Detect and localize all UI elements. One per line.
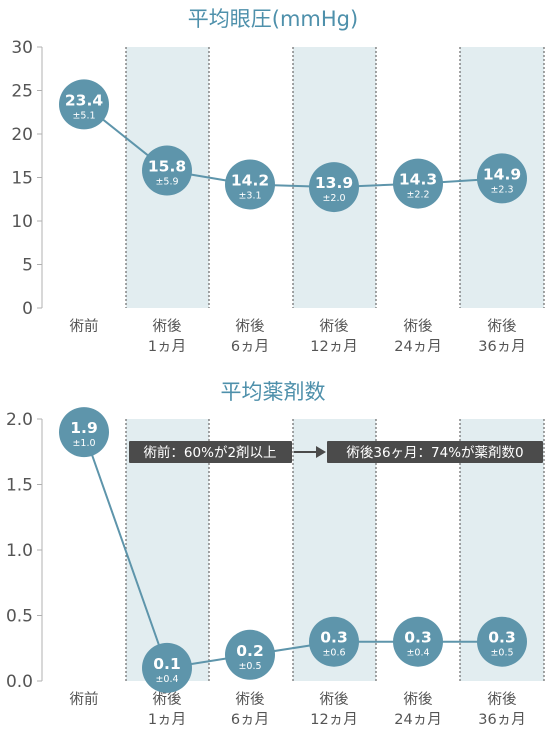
data-label: 0.3	[320, 629, 347, 647]
data-point-marker	[142, 642, 192, 693]
data-label: 14.9	[483, 165, 521, 183]
y-ticks: 0 5 10 15 20 25 30	[11, 38, 42, 319]
x-tick-label: 術後	[320, 318, 349, 335]
data-point-marker	[393, 616, 443, 667]
x-tick-label: 術前	[70, 691, 99, 708]
x-tick-label: 術後	[404, 318, 433, 335]
data-point: 0.3±0.6	[309, 616, 359, 667]
data-label: 14.3	[399, 171, 437, 189]
y-tick-label: 5	[22, 256, 33, 276]
x-tick-label: 6ヵ月	[231, 339, 269, 355]
x-tick-label: 12ヵ月	[310, 339, 357, 355]
data-point-marker	[225, 159, 275, 210]
data-point: 14.3±2.2	[393, 158, 443, 209]
data-label: 1.9	[70, 419, 97, 437]
sd-label: ±1.0	[72, 438, 95, 449]
y-tick-label: 25	[11, 82, 33, 102]
annotation-from-box	[129, 441, 292, 463]
data-points: 1.9±1.00.1±0.40.2±0.50.3±0.60.3±0.40.3±0…	[59, 407, 527, 693]
chart-title: 平均眼圧(mmHg)	[188, 7, 358, 31]
sd-label: ±0.5	[490, 648, 513, 659]
data-point-marker	[142, 145, 192, 196]
x-tick-label: 36ヵ月	[478, 339, 525, 355]
data-point: 0.3±0.5	[477, 616, 527, 667]
x-tick-label: 6ヵ月	[231, 712, 269, 728]
y-tick-label: 0	[22, 299, 33, 319]
data-label: 15.8	[148, 158, 186, 176]
y-tick-label: 15	[11, 169, 33, 189]
annotation-from-text: 術前：60%が2剤以上	[143, 444, 276, 461]
data-label: 14.2	[231, 171, 269, 189]
data-point: 23.4±5.1	[59, 79, 109, 130]
data-point-marker	[309, 162, 359, 213]
chart-title: 平均薬剤数	[221, 380, 326, 404]
sd-label: ±2.3	[490, 184, 513, 195]
data-point-marker	[477, 616, 527, 667]
data-point: 0.3±0.4	[393, 616, 443, 667]
x-ticks: 術前 術後 1ヵ月 術後 6ヵ月 術後 12ヵ月 術後 24ヵ月 術後 36ヵ月	[70, 318, 526, 355]
x-tick-label: 12ヵ月	[310, 712, 357, 728]
annotation-arrow	[294, 446, 326, 458]
y-tick-label: 10	[11, 212, 33, 232]
x-ticks: 術前 術後 1ヵ月 術後 6ヵ月 術後 12ヵ月 術後 24ヵ月 術後 36ヵ月	[70, 691, 526, 728]
sd-label: ±0.6	[322, 648, 345, 659]
y-tick-label: 1.5	[6, 476, 33, 496]
data-point-marker	[225, 629, 275, 680]
x-tick-label: 術後	[488, 691, 517, 708]
data-point: 0.2±0.5	[225, 629, 275, 680]
sd-label: ±0.5	[238, 661, 261, 672]
data-label: 0.1	[153, 655, 180, 673]
y-tick-label: 2.0	[6, 410, 33, 430]
x-tick-label: 1ヵ月	[148, 712, 186, 728]
x-tick-label: 術後	[320, 691, 349, 708]
x-tick-label: 24ヵ月	[394, 712, 441, 728]
x-tick-label: 術前	[70, 318, 99, 335]
data-point: 0.1±0.4	[142, 642, 192, 693]
x-tick-label: 術後	[153, 691, 182, 708]
data-point: 14.2±3.1	[225, 159, 275, 210]
data-point-marker	[59, 79, 109, 130]
annotation: 術前：60%が2剤以上 術後36ヶ月：74%が薬剤数0	[129, 441, 543, 463]
iop-chart: 平均眼圧(mmHg) 0 5 10 15 20 25 30 術前 術後 1ヵ月 術後 6ヵ月 術後 12…	[11, 7, 545, 355]
x-tick-label: 1ヵ月	[148, 339, 186, 355]
x-tick-label: 24ヵ月	[394, 339, 441, 355]
x-tick-label: 術後	[236, 691, 265, 708]
sd-label: ±3.1	[238, 190, 261, 201]
data-point-marker	[477, 153, 527, 204]
data-label: 0.2	[236, 642, 263, 660]
y-tick-label: 30	[11, 38, 33, 58]
x-tick-label: 術後	[404, 691, 433, 708]
x-tick-label: 36ヵ月	[478, 712, 525, 728]
data-point-marker	[309, 616, 359, 667]
sd-label: ±5.9	[155, 177, 178, 188]
annotation-to-box	[327, 441, 543, 463]
data-point: 1.9±1.0	[59, 407, 109, 458]
data-point-marker	[59, 407, 109, 458]
data-label: 23.4	[65, 91, 103, 109]
data-points: 23.4±5.1 15.8±5.9 14.2±3.1 13.9±2.0 14.3±2.2…	[59, 79, 527, 213]
data-point-marker	[393, 158, 443, 209]
annotation-to-text: 術後36ヶ月：74%が薬剤数0	[346, 445, 523, 461]
y-ticks: 0.0 0.5 1.0 1.5 2.0	[6, 410, 42, 692]
x-tick-label: 術後	[236, 318, 265, 335]
data-point: 13.9±2.0	[309, 162, 359, 213]
y-tick-label: 1.0	[6, 541, 33, 561]
sd-label: ±2.0	[322, 193, 345, 204]
y-tick-label: 0.5	[6, 607, 33, 627]
data-label: 0.3	[404, 629, 431, 647]
y-tick-label: 20	[11, 125, 33, 145]
data-label: 0.3	[488, 629, 515, 647]
data-label: 13.9	[315, 174, 353, 192]
y-tick-label: 0.0	[6, 672, 33, 692]
sd-label: ±0.4	[155, 674, 178, 685]
x-tick-label: 術後	[153, 318, 182, 335]
data-point: 14.9±2.3	[477, 153, 527, 204]
data-point: 15.8±5.9	[142, 145, 192, 196]
sd-label: ±0.4	[406, 648, 429, 659]
sd-label: ±5.1	[72, 110, 95, 121]
x-tick-label: 術後	[488, 318, 517, 335]
medication-chart: 平均薬剤数 0.0 0.5 1.0 1.5 2.0 術前 術後 1ヵ月 術後 6ヵ月 術後 12ヵ月…	[6, 380, 545, 728]
sd-label: ±2.2	[406, 190, 429, 201]
